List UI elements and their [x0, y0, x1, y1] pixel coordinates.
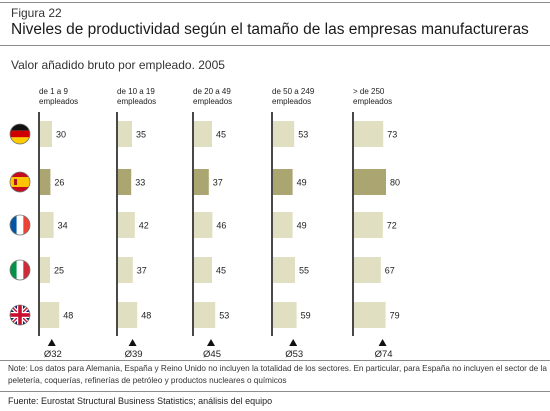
average-marker-2 [128, 339, 137, 346]
uk-flag-icon [10, 305, 30, 325]
group-label-line1: de 1 a 9 [39, 87, 68, 96]
bar-value-label: 25 [54, 266, 64, 276]
bar [273, 121, 295, 147]
italy-flag-icon [10, 260, 30, 280]
bar-value-label: 49 [297, 178, 307, 188]
average-label-2: Ø39 [125, 349, 143, 360]
figure-subtitle: Valor añadido bruto por empleado. 2005 [11, 58, 225, 72]
spain-flag-icon [10, 172, 30, 192]
bar [354, 169, 386, 195]
group-label-1: de 1 a 9 empleados [39, 87, 78, 106]
bar [118, 169, 132, 195]
group-label-5: > de 250 empleados [353, 87, 392, 106]
bar [118, 257, 133, 283]
bar [194, 169, 209, 195]
bar [273, 169, 293, 195]
average-marker-5 [378, 339, 387, 346]
average-label-3: Ø45 [203, 349, 221, 360]
bar-value-label: 37 [137, 266, 147, 276]
bar-value-label: 53 [219, 311, 229, 321]
bar [40, 212, 54, 238]
title-rule [0, 45, 550, 46]
bar-value-label: 33 [135, 178, 145, 188]
bar [118, 121, 132, 147]
source-line: Fuente: Eurostat Structural Business Sta… [8, 396, 273, 406]
group-label-line1: de 20 a 49 [193, 87, 231, 96]
bar [194, 257, 212, 283]
france-flag-icon [10, 215, 30, 235]
bar-value-label: 26 [54, 178, 64, 188]
group-label-3: de 20 a 49 empleados [193, 87, 232, 106]
bar-value-label: 55 [299, 266, 309, 276]
note-rule [0, 360, 550, 361]
bar-value-label: 42 [139, 221, 149, 231]
flag-ring [9, 304, 31, 326]
bar-value-label: 73 [387, 130, 397, 140]
bar-value-label: 30 [56, 130, 66, 140]
bar-value-label: 37 [213, 178, 223, 188]
bar [118, 302, 138, 328]
average-marker-1 [47, 339, 56, 346]
bar [40, 169, 51, 195]
flag-ring [9, 123, 31, 145]
bar-value-label: 72 [387, 221, 397, 231]
flag-ring [9, 171, 31, 193]
bar-value-label: 80 [390, 178, 400, 188]
bar-value-label: 46 [216, 221, 226, 231]
average-label-4: Ø53 [285, 349, 303, 360]
bar [194, 121, 212, 147]
footnote: Note: Los datos para Alemania, España y … [8, 364, 547, 385]
bar [40, 257, 50, 283]
average-marker-4 [289, 339, 298, 346]
group-label-4: de 50 a 249 empleados [272, 87, 315, 106]
bar-value-label: 59 [301, 311, 311, 321]
bar-value-label: 48 [141, 311, 151, 321]
average-marker-3 [207, 339, 215, 346]
group-label-line1: de 10 a 19 [117, 87, 155, 96]
bar [40, 302, 60, 328]
bar-value-label: 35 [136, 130, 146, 140]
group-label-line2: empleados [39, 97, 78, 106]
bar-value-label: 67 [385, 266, 395, 276]
bar-value-label: 34 [58, 221, 68, 231]
bar [194, 212, 213, 238]
bar [273, 302, 297, 328]
bar [354, 212, 383, 238]
flag-ring [9, 259, 31, 281]
group-label-line2: empleados [117, 97, 156, 106]
group-label-line2: empleados [272, 97, 311, 106]
bar-value-label: 79 [390, 311, 400, 321]
group-label-line2: empleados [353, 97, 392, 106]
bar-value-label: 49 [297, 221, 307, 231]
figure-title: Niveles de productividad según el tamaño… [11, 21, 529, 38]
bar [40, 121, 52, 147]
figure-label: Figura 22 [11, 6, 62, 20]
group-label-line2: empleados [193, 97, 232, 106]
average-label-5: Ø74 [375, 349, 393, 360]
average-label-1: Ø32 [44, 349, 62, 360]
bar [354, 257, 381, 283]
group-label-line1: > de 250 [353, 87, 385, 96]
bar [273, 257, 295, 283]
group-label-2: de 10 a 19 empleados [117, 87, 156, 106]
bar [194, 302, 216, 328]
top-rule [0, 2, 550, 3]
bar [118, 212, 135, 238]
bar-value-label: 45 [216, 266, 226, 276]
group-label-line1: de 50 a 249 [272, 87, 315, 96]
bar-value-label: 48 [63, 311, 73, 321]
bar-value-label: 53 [298, 130, 308, 140]
bar [354, 302, 386, 328]
bar-value-label: 45 [216, 130, 226, 140]
germany-flag-icon [10, 124, 30, 144]
bar [273, 212, 293, 238]
bar [354, 121, 384, 147]
flag-ring [9, 214, 31, 236]
source-rule [0, 391, 550, 392]
